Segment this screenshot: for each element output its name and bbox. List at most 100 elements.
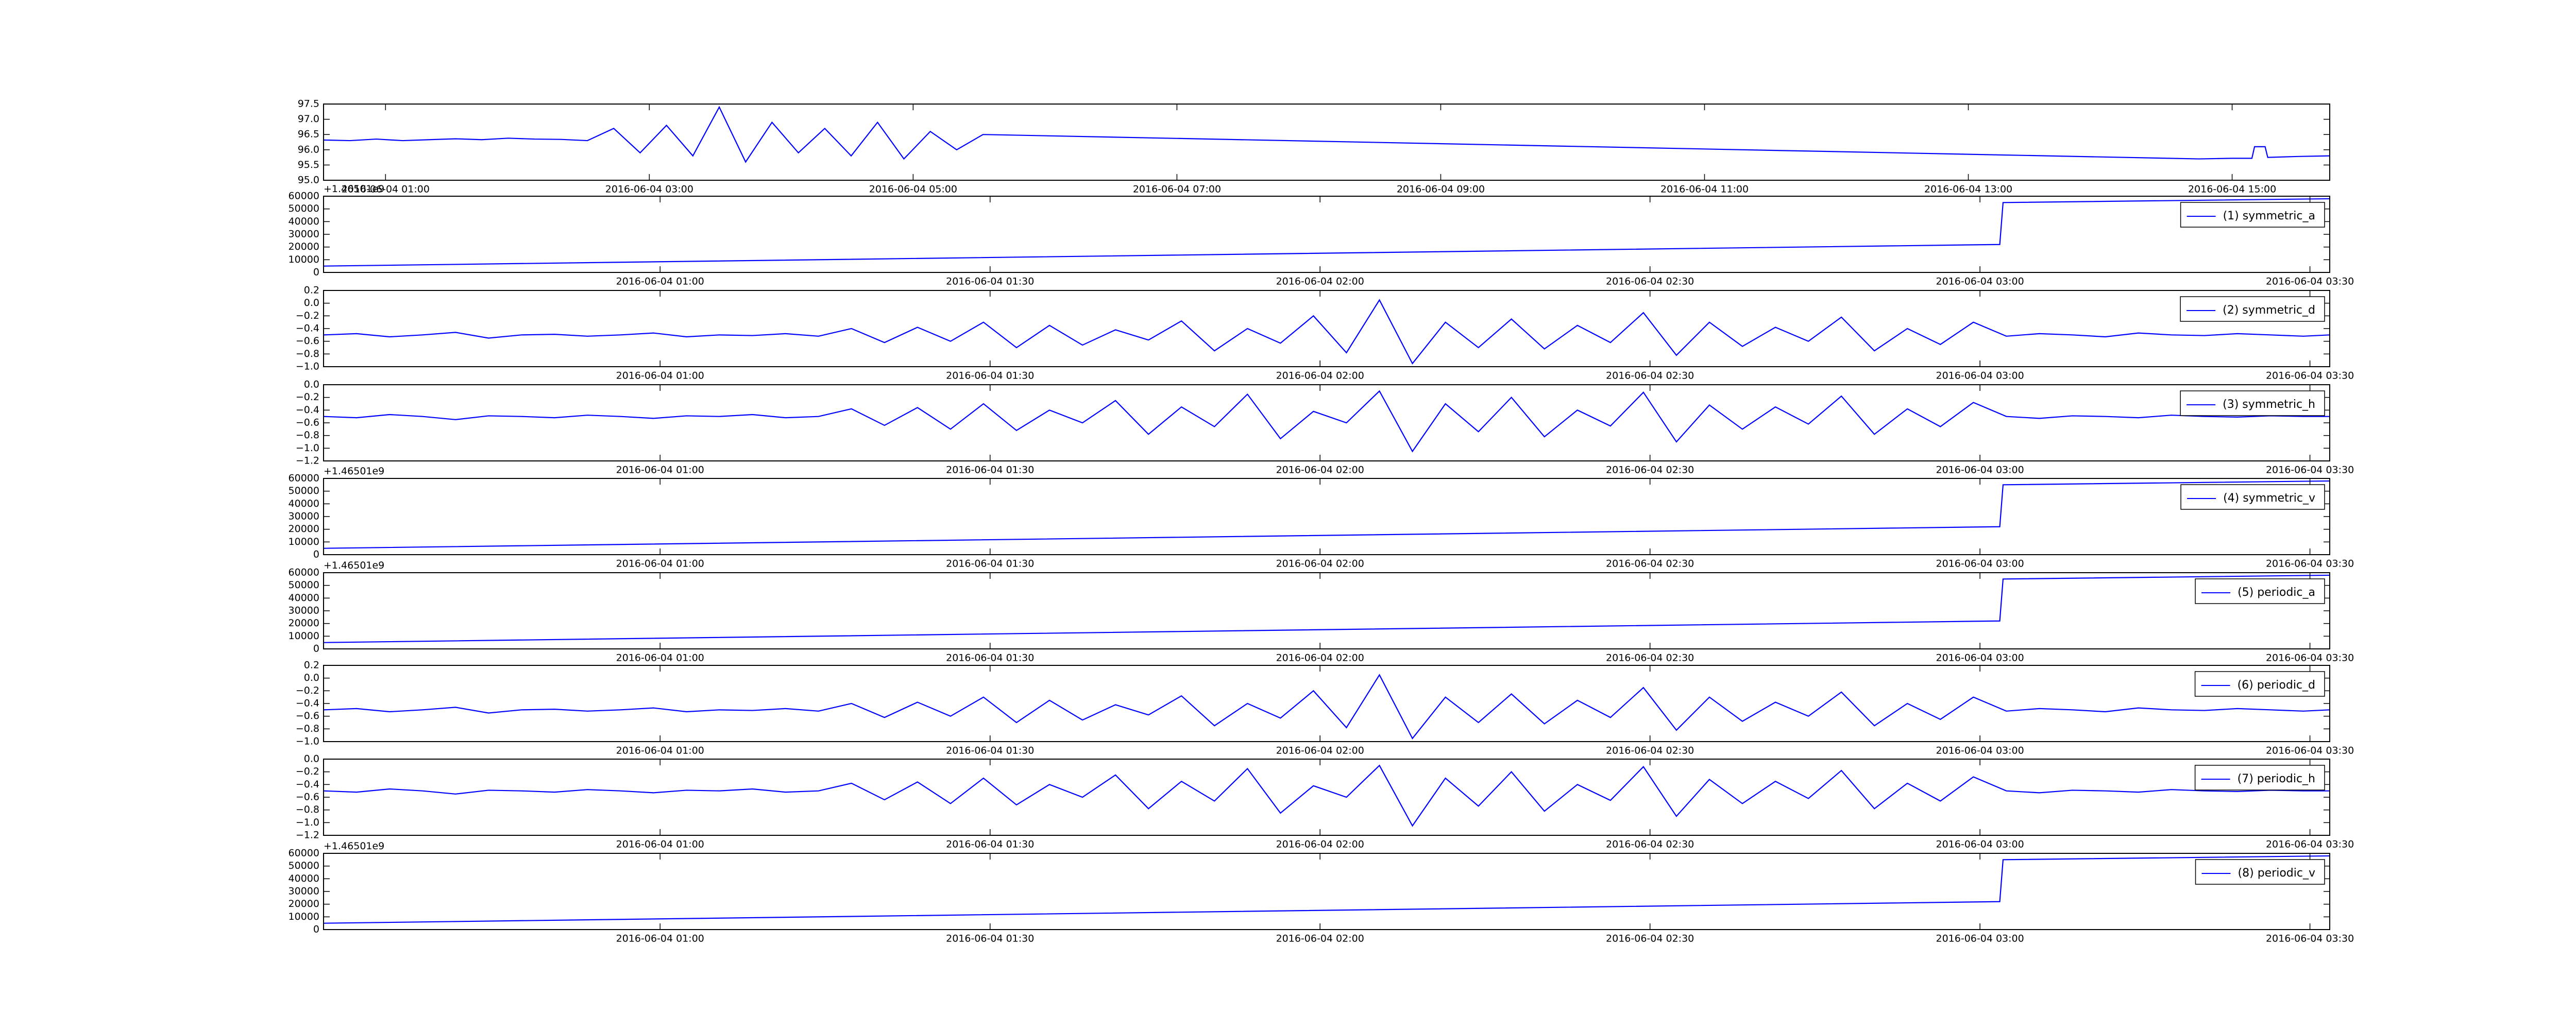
plot-area	[324, 196, 2330, 272]
legend: (6) periodic_d	[2194, 671, 2325, 697]
y-tick-label: 10000	[289, 254, 319, 265]
x-tick-label: 2016-06-04 01:30	[946, 370, 1034, 382]
y-tick-label: 0.2	[304, 285, 319, 296]
x-tick-label: 2016-06-04 02:00	[1276, 558, 1364, 570]
x-tick-label: 2016-06-04 02:00	[1276, 839, 1364, 850]
y-tick-label: 40000	[289, 498, 319, 509]
x-tick-label: 2016-06-04 03:00	[605, 184, 693, 195]
y-tick-label: 0	[313, 549, 319, 560]
plot-area	[324, 385, 2330, 461]
y-tick-label: −0.4	[296, 323, 319, 334]
x-tick-label: 2016-06-04 03:30	[2266, 558, 2354, 570]
plot-data	[324, 299, 2330, 365]
y-tick-label: 0.0	[304, 297, 319, 308]
y-tick-label: −1.0	[296, 361, 319, 372]
y-tick-label: −0.6	[296, 417, 319, 428]
y-tick-label: 95.0	[298, 175, 319, 186]
y-tick-label: 20000	[289, 523, 319, 535]
legend-label: (5) periodic_a	[2238, 586, 2315, 599]
x-tick-label: 2016-06-04 02:30	[1606, 276, 1694, 287]
offset-text: +1.46501e9	[324, 183, 384, 195]
y-tick-label: 50000	[289, 203, 319, 214]
y-tick-label: −0.8	[296, 430, 319, 441]
y-tick-label: 30000	[289, 511, 319, 522]
x-tick-label: 2016-06-04 03:00	[1936, 558, 2024, 570]
x-tick-label: 2016-06-04 02:30	[1606, 933, 1694, 945]
legend-box	[2180, 202, 2325, 228]
y-tick-label: 50000	[289, 485, 319, 496]
y-tick-label: 97.5	[298, 98, 319, 110]
y-tick-label: 96.0	[298, 144, 319, 155]
legend-label: (3) symmetric_h	[2223, 398, 2315, 411]
x-tick-label: 2016-06-04 13:00	[1924, 184, 2012, 195]
x-tick-label: 2016-06-04 05:00	[869, 184, 957, 195]
x-tick-label: 2016-06-04 03:30	[2266, 933, 2354, 945]
y-tick-label: −1.2	[296, 830, 319, 841]
plot-data	[324, 574, 2330, 643]
legend: (4) symmetric_v	[2180, 484, 2325, 510]
legend-box	[2194, 765, 2325, 791]
x-tick-label: 2016-06-04 03:30	[2266, 465, 2354, 476]
y-tick-label: 20000	[289, 617, 319, 629]
legend: (2) symmetric_d	[2180, 296, 2325, 322]
offset-text: +1.46501e9	[324, 560, 384, 571]
x-tick-label: 2016-06-04 01:30	[946, 839, 1034, 850]
plot-data	[324, 390, 2330, 453]
legend-box	[2195, 859, 2325, 885]
x-tick-label: 2016-06-04 03:00	[1936, 653, 2024, 664]
x-tick-label: 2016-06-04 02:00	[1276, 745, 1364, 757]
y-tick-label: 40000	[289, 873, 319, 884]
plot-data	[324, 855, 2330, 924]
data-line	[324, 855, 2330, 924]
axes-frame	[323, 104, 2330, 181]
x-tick-label: 2016-06-04 02:30	[1606, 465, 1694, 476]
y-tick-label: 50000	[289, 860, 319, 871]
x-tick-label: 2016-06-04 01:00	[616, 370, 704, 382]
x-tick-label: 2016-06-04 02:00	[1276, 465, 1364, 476]
plot-area	[324, 853, 2330, 930]
y-tick-label: 10000	[289, 536, 319, 547]
legend-label: (4) symmetric_v	[2223, 492, 2315, 505]
x-tick-label: 2016-06-04 01:00	[616, 276, 704, 287]
legend-label: (2) symmetric_d	[2223, 304, 2315, 317]
offset-text: +1.46501e9	[324, 840, 384, 852]
y-tick-label: −0.4	[296, 404, 319, 416]
plot-area	[324, 478, 2330, 555]
x-tick-label: 2016-06-04 01:00	[616, 653, 704, 664]
y-tick-label: 30000	[289, 229, 319, 240]
y-tick-label: 50000	[289, 579, 319, 591]
x-tick-label: 2016-06-04 03:00	[1936, 465, 2024, 476]
legend-box	[2180, 390, 2325, 416]
x-tick-label: 2016-06-04 02:00	[1276, 933, 1364, 945]
x-tick-label: 2016-06-04 01:30	[946, 933, 1034, 945]
y-tick-label: −0.2	[296, 685, 319, 696]
x-tick-label: 2016-06-04 03:30	[2266, 745, 2354, 757]
y-tick-label: −1.0	[296, 736, 319, 747]
y-tick-label: 96.5	[298, 129, 319, 140]
plot-data	[324, 198, 2330, 267]
y-tick-label: 0	[313, 643, 319, 655]
y-tick-label: 20000	[289, 898, 319, 909]
x-tick-label: 2016-06-04 01:30	[946, 653, 1034, 664]
x-tick-label: 2016-06-04 01:00	[616, 465, 704, 476]
data-line	[324, 198, 2330, 267]
x-tick-label: 2016-06-04 03:00	[1936, 933, 2024, 945]
y-tick-label: 0.2	[304, 660, 319, 671]
legend: (3) symmetric_h	[2180, 390, 2325, 416]
y-tick-label: 40000	[289, 216, 319, 227]
x-tick-label: 2016-06-04 02:00	[1276, 653, 1364, 664]
x-tick-label: 2016-06-04 09:00	[1397, 184, 1485, 195]
plot-area	[324, 104, 2330, 180]
y-tick-label: −0.8	[296, 723, 319, 734]
y-tick-label: 30000	[289, 886, 319, 897]
x-tick-label: 2016-06-04 03:00	[1936, 745, 2024, 757]
x-tick-label: 2016-06-04 03:30	[2266, 839, 2354, 850]
x-tick-label: 2016-06-04 01:30	[946, 276, 1034, 287]
y-tick-label: 60000	[289, 848, 319, 859]
x-tick-label: 2016-06-04 02:00	[1276, 370, 1364, 382]
legend-label: (6) periodic_d	[2238, 679, 2315, 692]
y-tick-label: −1.0	[296, 442, 319, 454]
plot-area	[324, 759, 2330, 835]
y-tick-label: −0.6	[296, 335, 319, 347]
x-tick-label: 2016-06-04 03:30	[2266, 276, 2354, 287]
